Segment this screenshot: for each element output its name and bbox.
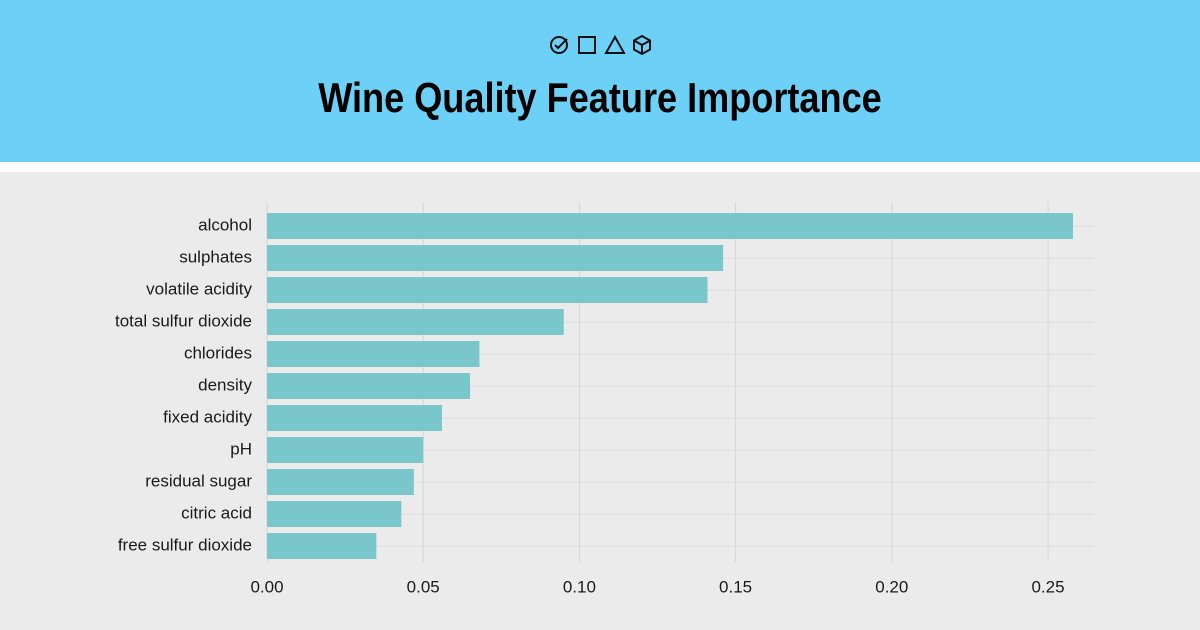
bar [267,405,442,431]
header-icons [550,34,651,56]
y-tick-label: volatile acidity [146,279,252,298]
bar [267,469,414,495]
bar [267,437,424,463]
x-tick-label: 0.25 [1031,577,1064,596]
bar [267,245,724,271]
header-band [0,0,1200,162]
bar [267,341,480,367]
chart-title: Wine Quality Feature Importance [318,76,881,122]
x-tick-label: 0.15 [719,577,752,596]
y-tick-label: total sulfur dioxide [115,311,252,330]
y-tick-label: alcohol [198,215,252,234]
y-tick-label: fixed acidity [163,407,252,426]
x-tick-label: 0.05 [407,577,440,596]
y-tick-label: density [198,375,252,394]
y-tick-label: citric acid [181,503,252,522]
y-tick-label: free sulfur dioxide [118,535,252,554]
x-tick-label: 0.10 [563,577,596,596]
bar [267,213,1074,239]
bar [267,373,471,399]
bar [267,277,708,303]
plot-background [0,172,1200,630]
y-tick-label: chlorides [184,343,252,362]
bar [267,309,564,335]
bar [267,533,377,559]
x-tick-label: 0.20 [875,577,908,596]
bar [267,501,402,527]
y-tick-label: pH [230,439,252,458]
x-tick-label: 0.00 [250,577,283,596]
y-tick-label: residual sugar [145,471,252,490]
y-tick-label: sulphates [179,247,252,266]
